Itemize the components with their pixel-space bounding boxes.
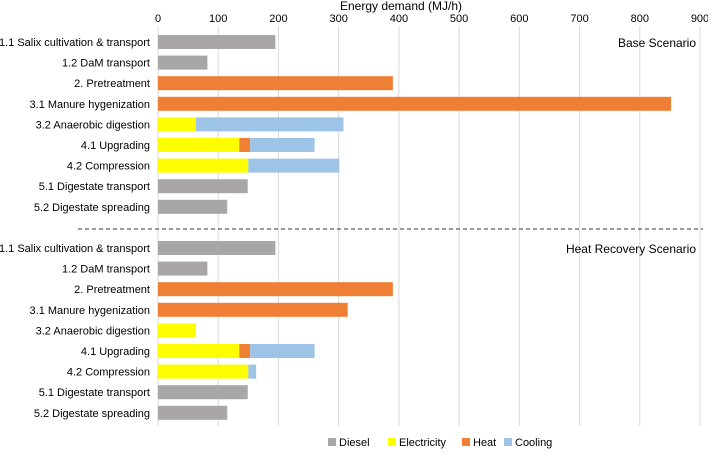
legend: Diesel Electricity Heat Cooling [328, 437, 552, 449]
x-tick-label: 600 [510, 13, 528, 25]
bar-segment-cooling [248, 158, 340, 173]
legend-label: Heat [473, 437, 496, 449]
x-tick-label: 0 [155, 13, 161, 25]
bar-segment-cooling [250, 344, 315, 358]
bar-segment-diesel [158, 199, 228, 214]
bar-segment-heat [158, 302, 348, 317]
category-label: 1.2 DaM transport [62, 58, 150, 70]
bar-segment-diesel [158, 405, 228, 420]
bar-segment-heat [158, 76, 393, 91]
bar-segment-diesel [158, 261, 208, 276]
bar-segment-electricity [158, 323, 196, 338]
bar-segment-heat [239, 138, 251, 152]
x-tick-label: 100 [209, 13, 227, 25]
bar-segment-diesel [158, 179, 248, 194]
bar-segment-heat [158, 282, 393, 297]
scenario-label: Base Scenario [618, 36, 696, 50]
category-label: 5.2 Digestate spreading [34, 408, 150, 420]
legend-label: Cooling [515, 437, 552, 449]
category-label: 3.2 Anaerobic digestion [36, 325, 150, 337]
x-axis-title: Energy demand (MJ/h) [340, 0, 462, 13]
category-label: 1.2 DaM transport [62, 264, 150, 276]
legend-swatch-heat [462, 438, 470, 446]
category-label: 1.1 Salix cultivation & transport [0, 37, 150, 49]
category-label: 5.1 Digestate transport [39, 387, 150, 399]
x-tick-label: 200 [269, 13, 287, 25]
x-tick-label: 900 [691, 13, 708, 25]
bar-segment-cooling [248, 364, 257, 379]
category-label: 2. Pretreatment [74, 284, 150, 296]
legend-swatch-cooling [504, 438, 512, 446]
axis: Energy demand (MJ/h) 0 100 200 300 400 500 600… [155, 0, 708, 25]
bar-segment-heat [239, 344, 251, 358]
bar-segment-electricity [158, 364, 249, 379]
bar-segment-electricity [158, 138, 240, 152]
category-label: 4.2 Compression [67, 161, 150, 173]
category-label: 2. Pretreatment [74, 78, 150, 90]
category-label: 3.1 Manure hygenization [30, 305, 150, 317]
legend-label: Diesel [339, 437, 370, 449]
x-tick-label: 700 [570, 13, 588, 25]
legend-swatch-electricity [388, 438, 396, 446]
legend-label: Electricity [399, 437, 447, 449]
x-tick-label: 800 [631, 13, 649, 25]
category-label: 4.1 Upgrading [81, 140, 150, 152]
category-label: 5.1 Digestate transport [39, 181, 150, 193]
x-tick-label: 300 [329, 13, 347, 25]
bar-segment-cooling [250, 138, 315, 152]
bar-segment-electricity [158, 117, 196, 132]
bar-segment-diesel [158, 55, 208, 70]
bar-segment-heat [158, 96, 672, 111]
bars [158, 35, 672, 420]
category-label: 4.1 Upgrading [81, 346, 150, 358]
bar-segment-diesel [158, 385, 248, 400]
category-label: 5.2 Digestate spreading [34, 202, 150, 214]
bar-segment-electricity [158, 344, 240, 358]
category-labels: Base Scenario 1.1 Salix cultivation & tra… [0, 36, 696, 420]
category-label: 4.2 Compression [67, 367, 150, 379]
scenario-label: Heat Recovery Scenario [566, 242, 696, 256]
category-label: 3.1 Manure hygenization [30, 99, 150, 111]
bar-segment-diesel [158, 35, 276, 49]
legend-swatch-diesel [328, 438, 336, 446]
gridlines [78, 26, 703, 426]
category-label: 3.2 Anaerobic digestion [36, 119, 150, 131]
bar-segment-electricity [158, 158, 249, 173]
x-tick-label: 400 [390, 13, 408, 25]
x-tick-label: 500 [450, 13, 468, 25]
category-label: 1.1 Salix cultivation & transport [0, 243, 150, 255]
bar-segment-cooling [195, 117, 344, 132]
bar-segment-diesel [158, 241, 276, 255]
